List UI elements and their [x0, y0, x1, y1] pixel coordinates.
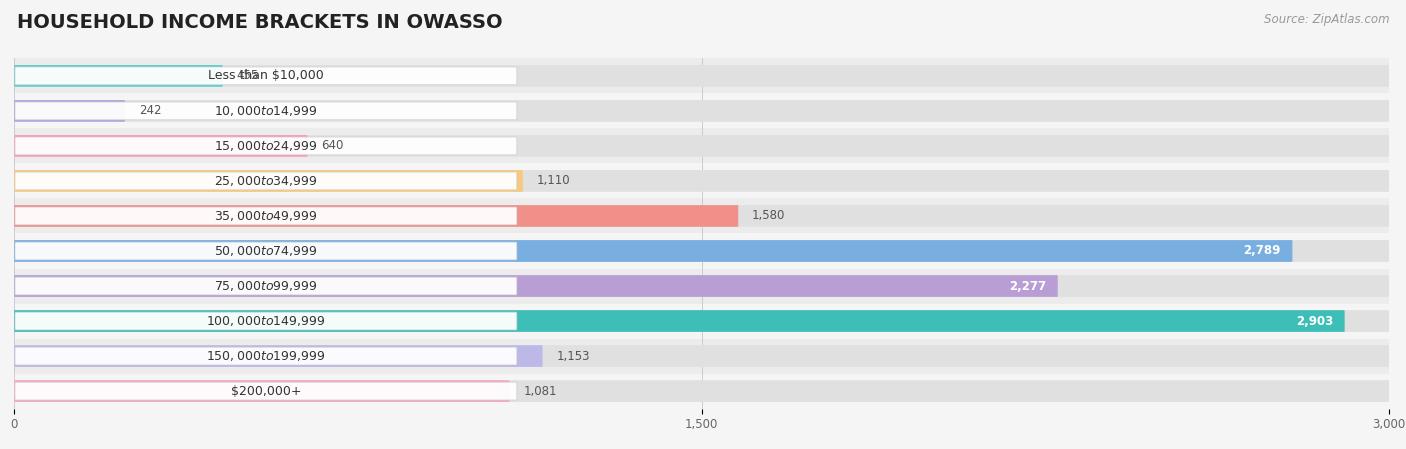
FancyBboxPatch shape	[14, 275, 1057, 297]
Bar	[14, 233, 1389, 269]
FancyBboxPatch shape	[14, 135, 1389, 157]
FancyBboxPatch shape	[15, 67, 517, 85]
FancyBboxPatch shape	[14, 345, 1389, 367]
FancyBboxPatch shape	[15, 207, 517, 225]
FancyBboxPatch shape	[14, 170, 523, 192]
FancyBboxPatch shape	[14, 100, 125, 122]
Bar	[14, 304, 1389, 339]
Text: $25,000 to $34,999: $25,000 to $34,999	[214, 174, 318, 188]
FancyBboxPatch shape	[14, 310, 1344, 332]
Text: 640: 640	[321, 140, 343, 152]
Text: $50,000 to $74,999: $50,000 to $74,999	[214, 244, 318, 258]
FancyBboxPatch shape	[14, 205, 1389, 227]
Text: 2,903: 2,903	[1296, 315, 1333, 327]
Bar	[14, 339, 1389, 374]
FancyBboxPatch shape	[15, 242, 517, 260]
Text: Less than $10,000: Less than $10,000	[208, 70, 323, 82]
Text: 1,153: 1,153	[557, 350, 589, 362]
Text: 1,580: 1,580	[752, 210, 786, 222]
FancyBboxPatch shape	[14, 240, 1292, 262]
Text: $75,000 to $99,999: $75,000 to $99,999	[214, 279, 318, 293]
FancyBboxPatch shape	[14, 345, 543, 367]
FancyBboxPatch shape	[15, 102, 517, 120]
FancyBboxPatch shape	[15, 382, 517, 400]
FancyBboxPatch shape	[14, 205, 738, 227]
Text: Source: ZipAtlas.com: Source: ZipAtlas.com	[1264, 13, 1389, 26]
Bar	[14, 93, 1389, 128]
Text: 455: 455	[236, 70, 259, 82]
FancyBboxPatch shape	[14, 65, 222, 87]
FancyBboxPatch shape	[14, 170, 1389, 192]
FancyBboxPatch shape	[15, 277, 517, 295]
Bar	[14, 374, 1389, 409]
FancyBboxPatch shape	[14, 380, 1389, 402]
Text: $35,000 to $49,999: $35,000 to $49,999	[214, 209, 318, 223]
Text: 242: 242	[139, 105, 162, 117]
Text: 1,081: 1,081	[523, 385, 557, 397]
Text: $15,000 to $24,999: $15,000 to $24,999	[214, 139, 318, 153]
FancyBboxPatch shape	[15, 137, 517, 155]
FancyBboxPatch shape	[14, 135, 308, 157]
FancyBboxPatch shape	[14, 310, 1389, 332]
Bar	[14, 163, 1389, 198]
FancyBboxPatch shape	[14, 240, 1389, 262]
Text: HOUSEHOLD INCOME BRACKETS IN OWASSO: HOUSEHOLD INCOME BRACKETS IN OWASSO	[17, 13, 502, 32]
FancyBboxPatch shape	[14, 65, 1389, 87]
Text: $100,000 to $149,999: $100,000 to $149,999	[207, 314, 326, 328]
Text: $150,000 to $199,999: $150,000 to $199,999	[207, 349, 326, 363]
Bar	[14, 128, 1389, 163]
Text: $200,000+: $200,000+	[231, 385, 301, 397]
FancyBboxPatch shape	[14, 100, 1389, 122]
Bar	[14, 198, 1389, 233]
Bar	[14, 58, 1389, 93]
FancyBboxPatch shape	[15, 172, 517, 190]
Text: $10,000 to $14,999: $10,000 to $14,999	[214, 104, 318, 118]
FancyBboxPatch shape	[15, 347, 517, 365]
Text: 2,789: 2,789	[1243, 245, 1281, 257]
Bar	[14, 269, 1389, 304]
Text: 2,277: 2,277	[1010, 280, 1046, 292]
FancyBboxPatch shape	[14, 275, 1389, 297]
FancyBboxPatch shape	[15, 312, 517, 330]
FancyBboxPatch shape	[14, 380, 509, 402]
Text: 1,110: 1,110	[537, 175, 571, 187]
